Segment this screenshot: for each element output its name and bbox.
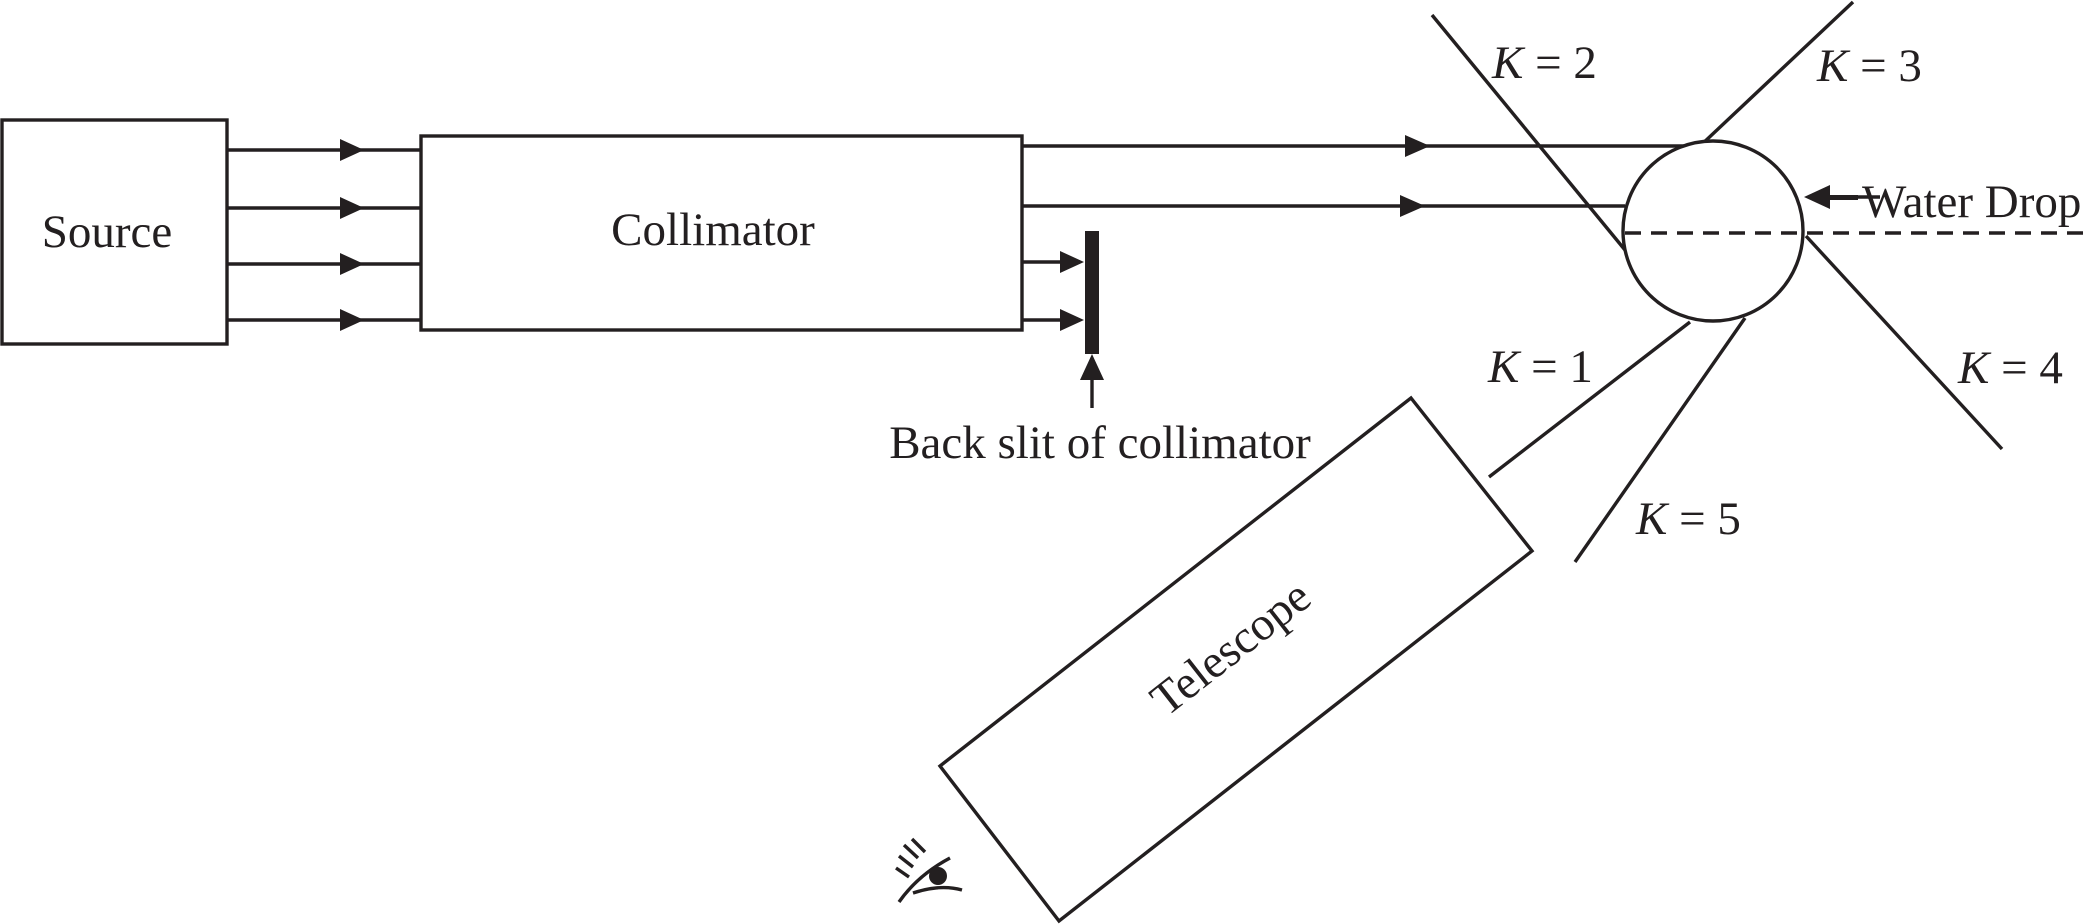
collimated-rays xyxy=(1022,135,1702,217)
order-label-k1: K = 1 xyxy=(1487,341,1593,393)
water-drop-label: Water Drop xyxy=(1862,176,2081,228)
collimator-box xyxy=(419,134,1024,332)
ray-arrow xyxy=(340,309,364,331)
order-label-k5: K = 5 xyxy=(1635,493,1741,545)
water-drop xyxy=(1621,139,1805,323)
order-line-k3 xyxy=(1698,0,1855,148)
ray-arrow xyxy=(1060,309,1084,331)
order-label-k4: K = 4 xyxy=(1957,342,2063,394)
source-label: Source xyxy=(42,206,173,258)
water-drop-pointer xyxy=(1804,185,1880,209)
back-slit xyxy=(1022,231,1104,408)
ray-arrow xyxy=(340,253,364,275)
order-line-k4 xyxy=(1804,234,2004,451)
slit-plate xyxy=(1085,231,1099,354)
order-line-k5 xyxy=(1573,317,1747,563)
order-label-k3: K = 3 xyxy=(1816,40,1922,92)
slit-pointer-arrow xyxy=(1080,354,1104,380)
ray-arrow xyxy=(1405,135,1430,157)
order-line-k2 xyxy=(1430,13,1627,252)
ray-arrow xyxy=(340,139,364,161)
ray-arrow xyxy=(1060,251,1084,273)
source-box xyxy=(0,118,229,346)
source-rays xyxy=(227,139,420,331)
order-line-k1 xyxy=(1487,320,1692,479)
telescope-body xyxy=(937,395,1535,924)
back-slit-label: Back slit of collimator xyxy=(889,417,1311,469)
ray-arrow xyxy=(340,197,364,219)
order-lines xyxy=(1430,0,2004,563)
eye-icon xyxy=(895,837,963,903)
collimator-label: Collimator xyxy=(611,204,815,256)
ray-arrow xyxy=(1400,195,1425,217)
order-label-k2: K = 2 xyxy=(1491,37,1597,89)
